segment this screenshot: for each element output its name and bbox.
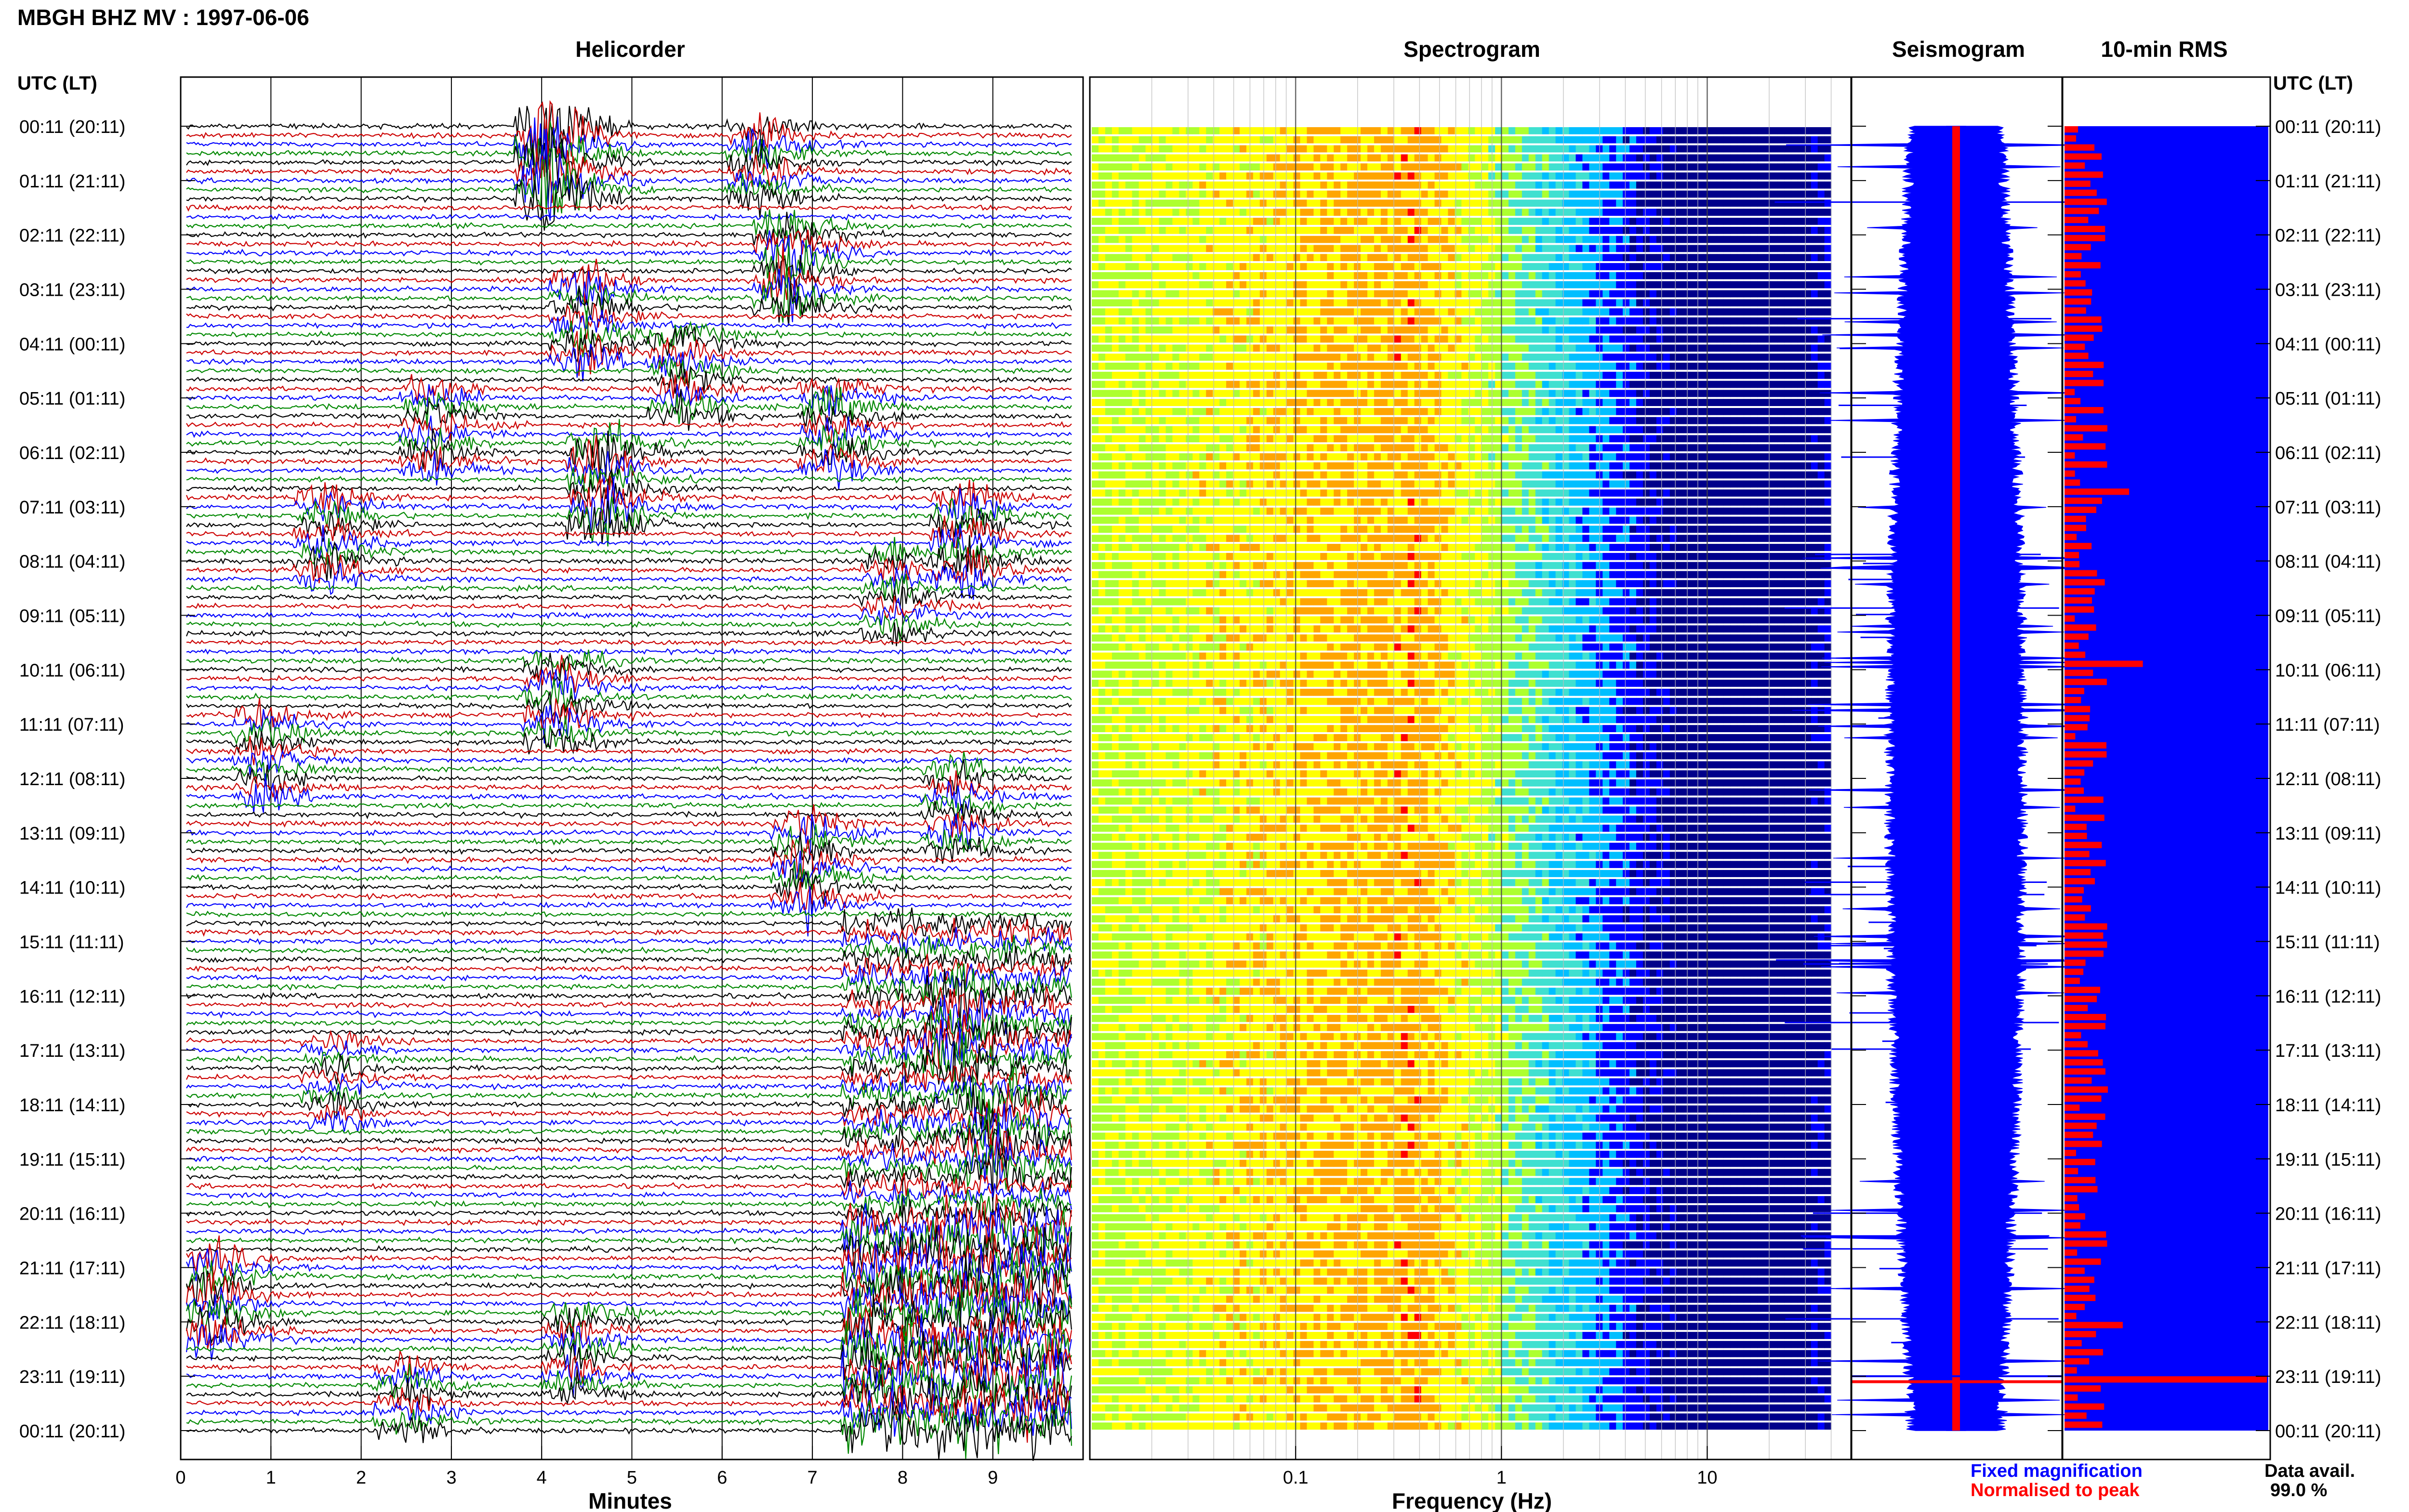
left-row-label: 19:11 (15:11)	[19, 1150, 125, 1170]
helicorder-tick-label: 7	[807, 1468, 818, 1488]
left-row-label: 05:11 (01:11)	[19, 389, 125, 409]
left-row-label: 03:11 (23:11)	[19, 280, 125, 301]
right-row-label: 19:11 (15:11)	[2275, 1150, 2381, 1170]
left-row-label: 18:11 (14:11)	[19, 1095, 125, 1116]
helicorder-tick-label: 0	[175, 1468, 185, 1488]
left-row-label: 16:11 (12:11)	[19, 986, 125, 1007]
seismogram-title: Seismogram	[1892, 37, 2025, 62]
right-row-label: 06:11 (02:11)	[2275, 443, 2381, 463]
left-row-label: 09:11 (05:11)	[19, 606, 125, 627]
left-row-label: 22:11 (18:11)	[19, 1313, 125, 1333]
right-row-label: 21:11 (17:11)	[2275, 1259, 2381, 1279]
spectrogram-tick-label: 0.1	[1283, 1468, 1309, 1488]
helicorder-panel	[180, 76, 1084, 1461]
seismogram-panel	[1774, 76, 2101, 1460]
spectrogram-panel	[1089, 76, 1852, 1460]
helicorder-tick-label: 9	[988, 1468, 998, 1488]
helicorder-tick-label: 6	[717, 1468, 727, 1488]
right-row-label: 02:11 (22:11)	[2275, 226, 2381, 246]
left-row-label: 07:11 (03:11)	[19, 498, 125, 518]
left-row-label: 13:11 (09:11)	[19, 824, 125, 844]
spectrogram-tick-label: 10	[1697, 1468, 1717, 1488]
right-row-label: 04:11 (00:11)	[2275, 334, 2381, 355]
left-axis-header: UTC (LT)	[17, 73, 97, 94]
page-title: MBGH BHZ MV : 1997-06-06	[17, 5, 309, 30]
right-row-label: 10:11 (06:11)	[2275, 660, 2381, 681]
left-row-label: 08:11 (04:11)	[19, 552, 125, 572]
helicorder-title: Helicorder	[575, 37, 685, 62]
helicorder-tick-label: 5	[627, 1468, 637, 1488]
right-row-labels: 00:11 (20:11) 01:11 (21:11) 02:11 (22:11) 0…	[2275, 117, 2381, 1442]
helicorder-x-label: Minutes	[588, 1488, 672, 1512]
left-row-labels: 00:11 (20:11) 01:11 (21:11) 02:11 (22:11) 0…	[19, 117, 2270, 1442]
helicorder-tick-label: 4	[537, 1468, 547, 1488]
right-row-label: 00:11 (20:11)	[2275, 1421, 2381, 1442]
left-row-label: 11:11 (07:11)	[19, 715, 124, 735]
left-row-label: 21:11 (17:11)	[19, 1259, 125, 1279]
left-row-label: 00:11 (20:11)	[19, 117, 125, 137]
helicorder-tick-label: 1	[266, 1468, 276, 1488]
legend-normalised-to-peak: Normalised to peak	[1971, 1480, 2140, 1500]
rms-title: 10-min RMS	[2101, 37, 2227, 62]
right-row-label: 14:11 (10:11)	[2275, 878, 2381, 898]
right-axis-header: UTC (LT)	[2273, 73, 2353, 94]
helicorder-tick-label: 3	[446, 1468, 456, 1488]
left-row-label: 04:11 (00:11)	[19, 334, 125, 355]
spectrogram-tick-label: 1	[1496, 1468, 1507, 1488]
right-row-label: 20:11 (16:11)	[2275, 1204, 2381, 1224]
left-row-label: 12:11 (08:11)	[19, 769, 125, 789]
left-row-label: 00:11 (20:11)	[19, 1421, 125, 1442]
right-row-label: 18:11 (14:11)	[2275, 1095, 2381, 1116]
data-availability-label: Data avail.	[2264, 1461, 2355, 1481]
right-row-label: 22:11 (18:11)	[2275, 1313, 2381, 1333]
rms-panel	[2062, 76, 2271, 1460]
spectrogram-x-ticks: 0.1 1 10	[1283, 1446, 1718, 1488]
left-row-label: 06:11 (02:11)	[19, 443, 125, 463]
rms-frame	[2062, 76, 2271, 1460]
helicorder-tick-label: 2	[356, 1468, 366, 1488]
right-row-label: 12:11 (08:11)	[2275, 769, 2381, 789]
spectrogram-title: Spectrogram	[1403, 37, 1540, 62]
spectrogram-x-label: Frequency (Hz)	[1392, 1488, 1552, 1512]
left-row-label: 17:11 (13:11)	[19, 1041, 125, 1061]
left-row-label: 14:11 (10:11)	[19, 878, 125, 898]
right-row-label: 07:11 (03:11)	[2275, 498, 2381, 518]
right-row-label: 15:11 (11:11)	[2275, 933, 2380, 953]
data-availability-value: 99.0 %	[2270, 1480, 2327, 1500]
right-row-label: 05:11 (01:11)	[2275, 389, 2381, 409]
right-row-label: 11:11 (07:11)	[2275, 715, 2380, 735]
right-row-label: 09:11 (05:11)	[2275, 606, 2381, 627]
right-row-label: 08:11 (04:11)	[2275, 552, 2381, 572]
right-row-label: 16:11 (12:11)	[2275, 986, 2381, 1007]
right-row-label: 17:11 (13:11)	[2275, 1041, 2381, 1061]
left-row-label: 15:11 (11:11)	[19, 933, 124, 953]
right-row-label: 23:11 (19:11)	[2275, 1367, 2381, 1387]
legend-fixed-magnification: Fixed magnification	[1971, 1461, 2143, 1481]
helicorder-tick-label: 8	[898, 1468, 908, 1488]
helicorder-x-ticks: 0 1 2 3 4 5 6 7 8 9	[175, 1446, 998, 1488]
left-row-label: 02:11 (22:11)	[19, 226, 125, 246]
right-row-label: 00:11 (20:11)	[2275, 117, 2381, 137]
left-row-label: 20:11 (16:11)	[19, 1204, 125, 1224]
left-row-label: 23:11 (19:11)	[19, 1367, 125, 1387]
right-row-label: 13:11 (09:11)	[2275, 824, 2381, 844]
left-row-label: 01:11 (21:11)	[19, 171, 125, 192]
left-row-label: 10:11 (06:11)	[19, 660, 125, 681]
right-row-label: 01:11 (21:11)	[2275, 171, 2381, 192]
right-row-label: 03:11 (23:11)	[2275, 280, 2381, 301]
